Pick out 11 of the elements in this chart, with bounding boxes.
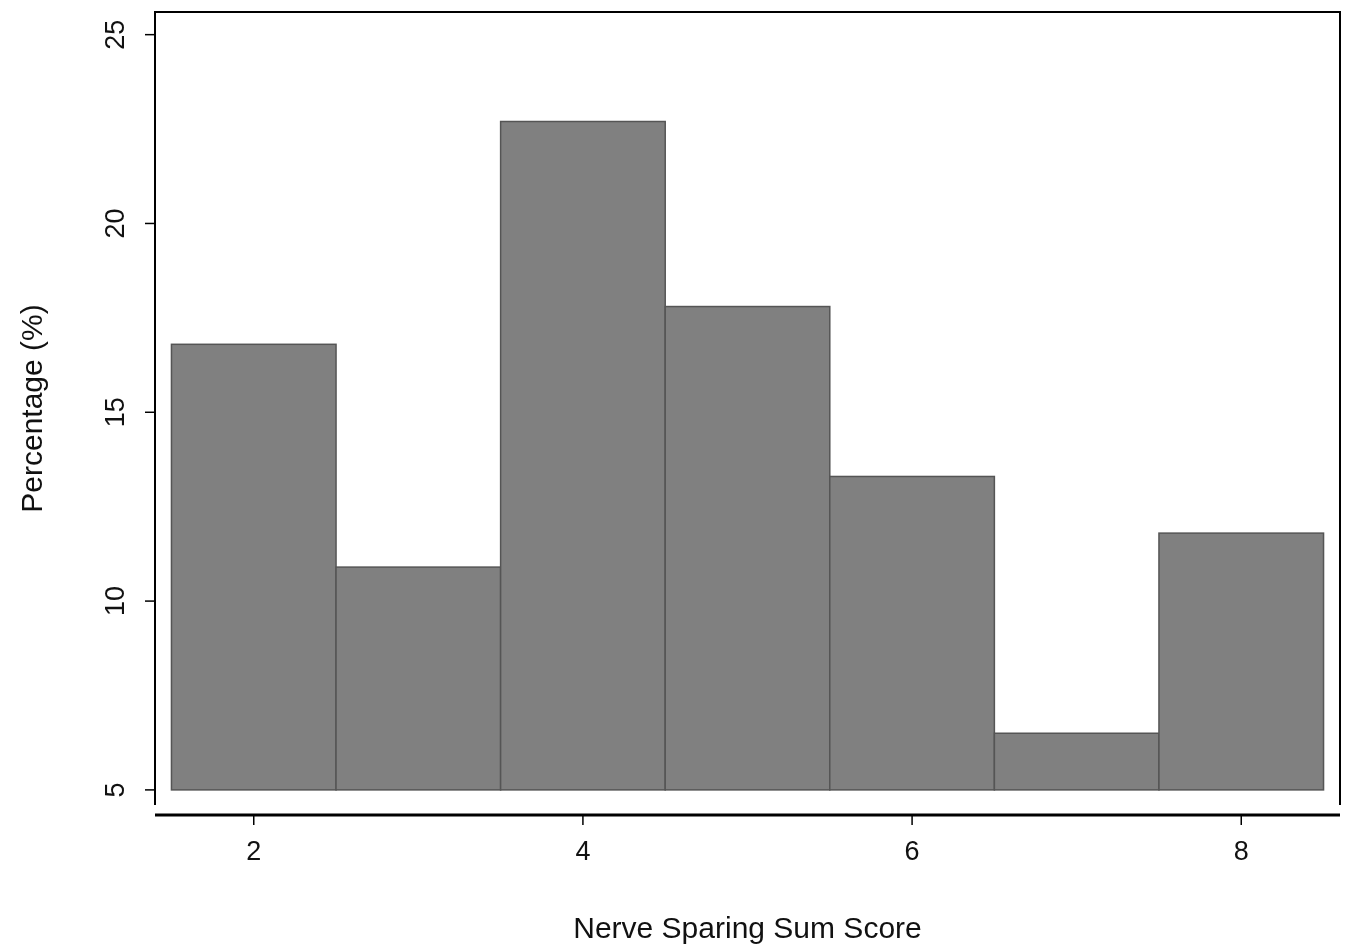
x-tick-label: 8 bbox=[1233, 836, 1249, 866]
y-tick-label: 25 bbox=[100, 19, 131, 50]
y-tick-label: 15 bbox=[100, 397, 131, 428]
x-axis-title: Nerve Sparing Sum Score bbox=[573, 911, 922, 944]
x-tick-label: 6 bbox=[904, 836, 920, 866]
x-tick-label: 2 bbox=[246, 836, 262, 866]
y-tick-label: 5 bbox=[100, 782, 131, 798]
x-tick-label: 4 bbox=[575, 836, 591, 866]
y-tick-label: 10 bbox=[100, 586, 131, 617]
y-tick-label: 20 bbox=[100, 208, 131, 239]
y-axis-title: Percentage (%) bbox=[15, 304, 48, 513]
